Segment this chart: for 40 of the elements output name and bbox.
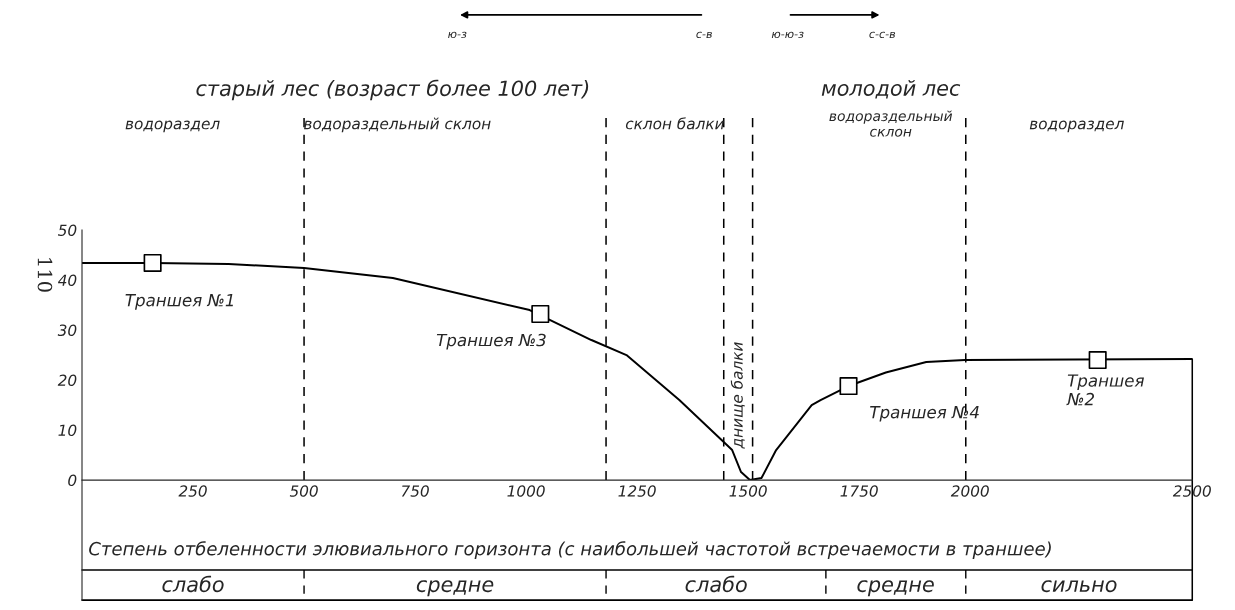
x-tick-label: 1250 bbox=[618, 485, 656, 497]
text: с-в bbox=[696, 31, 712, 39]
x-tick-label: 250 bbox=[178, 485, 207, 497]
annotation: Траншея №2 bbox=[1066, 374, 1144, 406]
annotation: Траншея №4 bbox=[870, 405, 979, 422]
y-tick-label: 30 bbox=[57, 324, 77, 337]
y-tick-label: 50 bbox=[58, 224, 77, 236]
y-tick-label: 40 bbox=[57, 274, 77, 287]
point bbox=[531, 304, 550, 324]
annotation: Траншея №1 bbox=[125, 294, 233, 310]
annotation: днище балки bbox=[730, 342, 745, 449]
x-tick-label: 750 bbox=[401, 485, 429, 497]
text: 110 bbox=[37, 258, 53, 292]
text: водораздел bbox=[1029, 120, 1124, 133]
annotation: Траншея №3 bbox=[436, 333, 546, 350]
text: старый лес (возраст более 100 лет) bbox=[196, 79, 589, 101]
text: ю-ю-з bbox=[771, 31, 804, 39]
point bbox=[839, 376, 858, 396]
text: средне bbox=[416, 580, 494, 597]
y-tick-label: 20 bbox=[57, 374, 77, 387]
y-tick-label: 0 bbox=[68, 474, 77, 487]
text: водораздел bbox=[125, 120, 220, 133]
x-tick-label: 2000 bbox=[950, 485, 989, 497]
x-tick-label: 500 bbox=[289, 485, 318, 497]
text: молодой лес bbox=[821, 79, 961, 99]
x-tick-label: 1500 bbox=[729, 485, 767, 497]
text: с-с-в bbox=[869, 31, 896, 39]
text: сильно bbox=[1041, 580, 1117, 593]
text: слабо bbox=[685, 575, 747, 593]
x-tick-label: 1000 bbox=[507, 485, 545, 497]
text: слабо bbox=[162, 575, 224, 593]
x-tick-label: 1750 bbox=[840, 485, 878, 497]
text: ю-з bbox=[448, 31, 467, 39]
point bbox=[1088, 350, 1107, 370]
text: средне bbox=[857, 580, 934, 597]
point bbox=[143, 253, 162, 273]
text: водораздельный склон bbox=[304, 117, 491, 133]
y-tick-label: 10 bbox=[58, 424, 77, 437]
text: Степень отбеленности элювиального горизонта (с наибольшей частотой встречаемости в траншее) bbox=[89, 541, 1051, 559]
text: водораздельный склон bbox=[829, 110, 953, 137]
